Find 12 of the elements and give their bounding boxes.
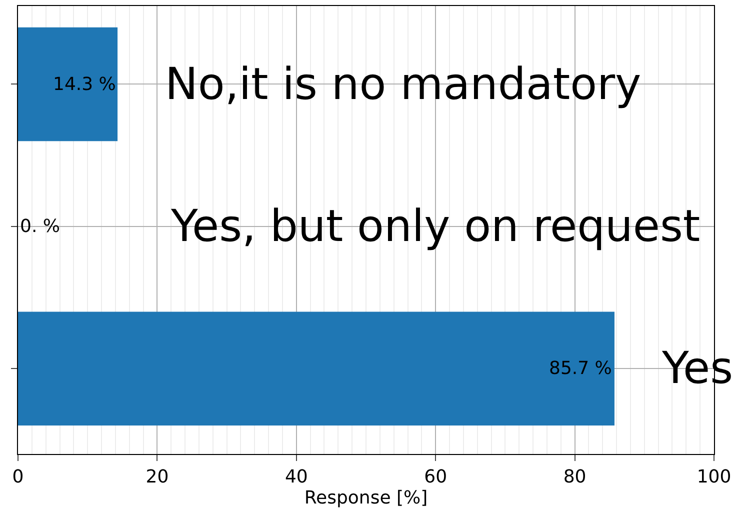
x-tick-label: 40 bbox=[284, 466, 308, 488]
x-tick-label: 0 bbox=[12, 466, 24, 488]
y-tick-label: Yes, but only on request bbox=[170, 201, 700, 252]
x-tick-label: 20 bbox=[146, 466, 169, 488]
x-tick-label: 80 bbox=[563, 466, 586, 488]
x-axis-title: Response [%] bbox=[304, 488, 428, 509]
x-tick-label: 60 bbox=[424, 466, 448, 488]
data-label: 85.7 % bbox=[549, 358, 612, 379]
x-tick-label: 100 bbox=[696, 466, 732, 488]
data-label: 14.3 % bbox=[53, 74, 116, 95]
y-tick-label: No,it is no mandatory bbox=[165, 59, 642, 110]
data-label: 0. % bbox=[20, 216, 60, 237]
